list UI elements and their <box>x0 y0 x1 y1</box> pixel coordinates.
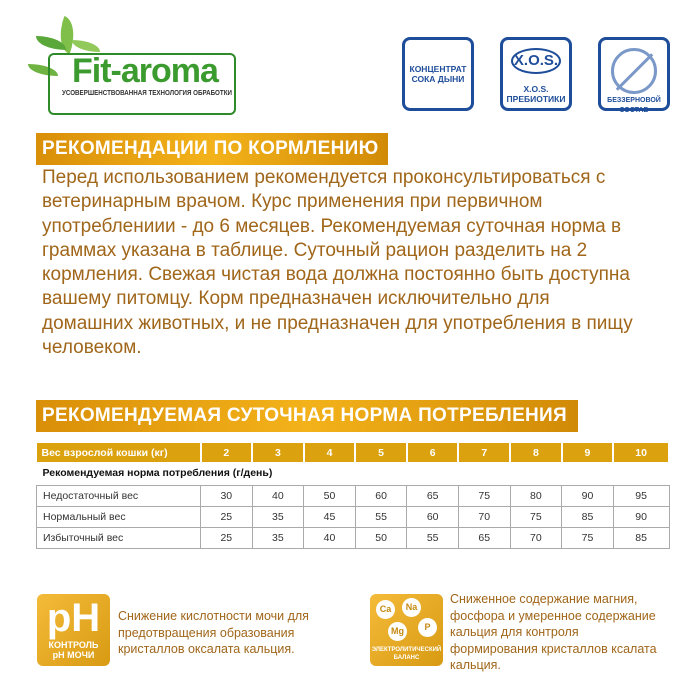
table-cell: 65 <box>406 484 459 507</box>
icon-caption: КОНТРОЛЬ <box>48 640 99 650</box>
table-row: Избыточный вес 25 35 40 50 55 65 70 75 85 <box>36 526 670 549</box>
table-cell: 60 <box>354 484 408 507</box>
table-cell: 75 <box>457 484 511 507</box>
text-line: Снижение кислотности мочи для <box>118 609 309 623</box>
table-cell: 50 <box>303 484 356 507</box>
badge-text: БЕЗЗЕРНОВОЙ СОСТАВ <box>607 97 661 114</box>
ph-feature-text: Снижение кислотности мочи для предотвращ… <box>118 608 309 658</box>
text-line: вашему питомцу. Корм предназначен исключ… <box>42 288 550 310</box>
table-cell: 60 <box>406 505 459 528</box>
badge-xos-logo: X.O.S. <box>511 48 561 74</box>
norm-table: Вес взрослой кошки (кг) 2 3 4 5 6 7 8 9 … <box>36 443 670 549</box>
header-cell: 5 <box>355 443 408 462</box>
text-line: Сниженное содержание магния, <box>450 592 638 606</box>
electrolyte-balance-icon: Ca Na Mg P ЭЛЕКТРОЛИТИЧЕСКИЙ БАЛАНС <box>370 594 443 666</box>
table-cell: 35 <box>251 505 305 528</box>
norm-heading: РЕКОМЕНДУЕМАЯ СУТОЧНАЯ НОРМА ПОТРЕБЛЕНИЯ <box>36 400 578 432</box>
electrolyte-feature-text: Сниженное содержание магния, фосфора и у… <box>450 591 657 674</box>
fit-aroma-logo: Fit-aroma УСОВЕРШЕНСТВОВАННАЯ ТЕХНОЛОГИЯ… <box>28 15 238 115</box>
table-cell: 90 <box>561 484 614 507</box>
table-cell: 55 <box>406 526 459 549</box>
logo-name: Fit-aroma <box>72 52 219 90</box>
table-cell: 25 <box>200 526 253 549</box>
header-cell: 8 <box>510 443 563 462</box>
ph-control-icon: pH КОНТРОЛЬ pH МОЧИ <box>37 594 110 666</box>
icon-caption: pH МОЧИ <box>52 650 95 660</box>
text-line: предотвращения образования <box>118 625 295 640</box>
table-cell: 70 <box>457 505 511 528</box>
table-subtitle: Рекомендуемая норма потребления (г/день) <box>42 467 273 480</box>
badge-text: КОНЦЕНТРАТ <box>409 64 467 74</box>
text-line: человеком. <box>42 337 142 359</box>
table-subtitle-row: Рекомендуемая норма потребления (г/день) <box>37 462 670 485</box>
text-line: кормления. Свежая чистая вода должна пос… <box>42 264 630 286</box>
row-label: Избыточный вес <box>36 526 201 549</box>
table-cell: 85 <box>561 505 614 528</box>
feeding-text: Перед использованием рекомендуется проко… <box>42 166 682 360</box>
table-cell: 25 <box>200 505 253 528</box>
header-cell: 10 <box>613 443 670 462</box>
text-line: кальция для контроля <box>450 625 579 639</box>
logo-tagline: УСОВЕРШЕНСТВОВАННАЯ ТЕХНОЛОГИЯ ОБРАБОТКИ <box>62 88 232 97</box>
text-line: кристаллов оксалата кальция. <box>118 642 295 656</box>
table-cell: 35 <box>251 526 305 549</box>
no-grain-icon <box>611 48 657 94</box>
table-cell: 65 <box>457 526 511 549</box>
table-cell: 50 <box>354 526 408 549</box>
table-cell: 30 <box>200 484 253 507</box>
text-line: употреблениии - до 6 месяцев. Рекомендуе… <box>42 215 622 237</box>
table-cell: 80 <box>509 484 563 507</box>
header-cell: 2 <box>200 443 254 462</box>
icon-caption: ЭЛЕКТРОЛИТИЧЕСКИЙ <box>371 647 442 653</box>
table-cell: 40 <box>251 484 305 507</box>
icon-caption: БАЛАНС <box>393 655 420 661</box>
table-row: Недостаточный вес 30 40 50 60 65 75 80 90 95 <box>36 484 670 507</box>
header-cell: 4 <box>303 443 357 462</box>
text-line: домашних животных, и не предназначен для… <box>42 312 633 334</box>
text-line: ветеринарным врачом. Курс применения при… <box>42 191 543 213</box>
text-line: фосфора и умеренное содержание <box>450 608 656 623</box>
magnesium-icon: Mg <box>388 622 407 641</box>
badge-text: СОКА ДЫНИ <box>411 74 465 84</box>
text-line: формирования кристаллов ксалата <box>450 641 657 656</box>
logo-frame <box>48 53 236 115</box>
table-header-row: Вес взрослой кошки (кг) 2 3 4 5 6 7 8 9 … <box>36 443 670 462</box>
sodium-icon: Na <box>402 598 421 617</box>
table-row: Нормальный вес 25 35 45 55 60 70 75 85 90 <box>36 505 670 528</box>
table-cell: 70 <box>509 526 563 549</box>
table-cell: 90 <box>612 505 670 528</box>
row-label: Недостаточный вес <box>36 484 201 507</box>
grain-free-badge: БЕЗЗЕРНОВОЙ СОСТАВ <box>598 37 670 114</box>
badge-text: ПРЕБИОТИКИ <box>506 94 566 104</box>
header-cell: 6 <box>406 443 460 462</box>
badge-text: X.O.S. <box>523 84 549 94</box>
table-cell: 55 <box>354 505 408 528</box>
table-cell: 45 <box>303 505 356 528</box>
feeding-heading: РЕКОМЕНДАЦИИ ПО КОРМЛЕНИЮ <box>36 133 388 165</box>
text-line: Перед использованием рекомендуется проко… <box>42 167 606 188</box>
table-cell: 85 <box>612 526 670 549</box>
header-cell: 9 <box>561 443 615 462</box>
header-cell: Вес взрослой кошки (кг) <box>36 443 202 462</box>
table-cell: 75 <box>509 505 563 528</box>
ph-label: pH <box>46 596 101 640</box>
table-cell: 75 <box>561 526 614 549</box>
table-cell: 40 <box>303 526 356 549</box>
phosphorus-icon: P <box>418 618 437 637</box>
table-cell: 95 <box>612 484 670 507</box>
text-line: кальция. <box>450 658 501 672</box>
melon-juice-badge: КОНЦЕНТРАТ СОКА ДЫНИ <box>402 37 474 111</box>
calcium-icon: Ca <box>376 600 395 619</box>
header-cell: 7 <box>458 443 512 462</box>
row-label: Нормальный вес <box>36 505 201 528</box>
leaf-icon <box>72 40 100 52</box>
header-cell: 3 <box>252 443 305 462</box>
xos-badge: X.O.S. X.O.S. ПРЕБИОТИКИ <box>500 37 572 111</box>
text-line: граммах указана в таблице. Суточный раци… <box>42 239 588 261</box>
